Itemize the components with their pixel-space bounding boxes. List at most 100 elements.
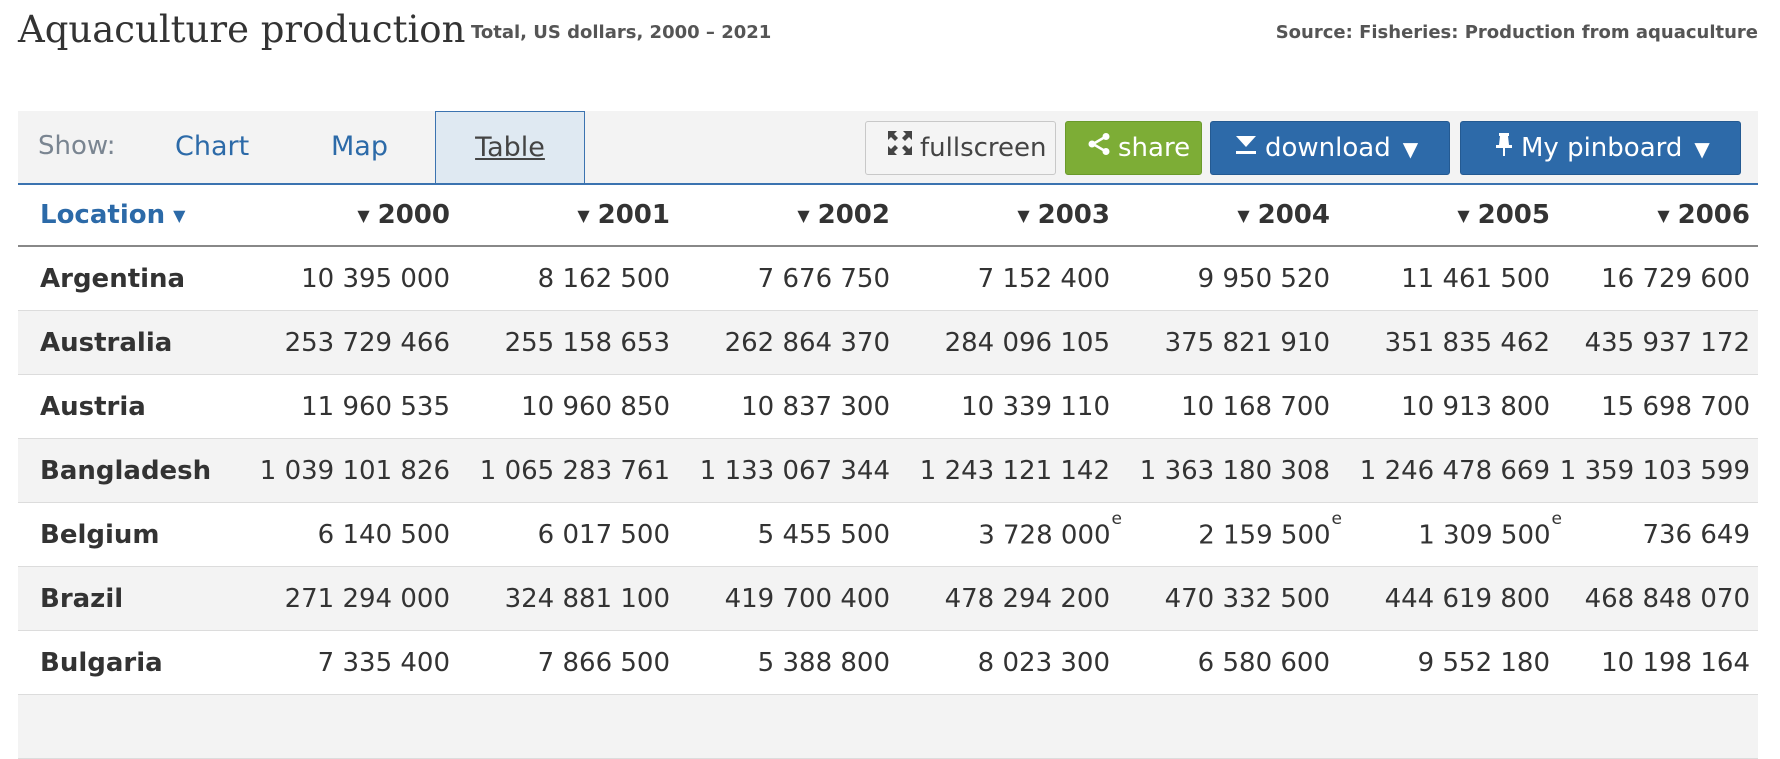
table-cell: 255 158 653 xyxy=(458,310,678,375)
table-row: Bulgaria 7 335 400 7 866 500 5 388 800 8… xyxy=(18,630,1758,695)
column-header-location[interactable]: Location ▼ xyxy=(18,185,238,247)
tab-chart[interactable]: Chart xyxy=(175,131,250,162)
table-cell: 10 395 000 xyxy=(238,246,458,311)
cell-value: 351 835 462 xyxy=(1384,327,1550,358)
cell-value: 468 848 070 xyxy=(1584,583,1750,614)
download-label: download xyxy=(1265,133,1391,163)
country-link[interactable]: Bangladesh xyxy=(18,438,238,503)
table-row: Argentina 10 395 000 8 162 500 7 676 750… xyxy=(18,246,1758,311)
country-link[interactable]: Belgium xyxy=(18,502,238,567)
pinboard-button[interactable]: My pinboard ▼ xyxy=(1460,121,1741,175)
cell-value: 6 140 500 xyxy=(317,519,450,550)
table-cell: 2 159 500e xyxy=(1118,502,1342,567)
column-header-year[interactable]: ▼ 2006 xyxy=(1558,185,1758,247)
table-cell: 468 848 070 xyxy=(1558,566,1758,631)
estimate-flag[interactable]: e xyxy=(1111,508,1122,529)
table-cell-empty xyxy=(1558,694,1758,759)
table-cell: 736 649 xyxy=(1558,502,1758,567)
cell-value: 10 168 700 xyxy=(1181,391,1330,422)
table-cell-empty xyxy=(18,694,238,759)
table-header-row: Location ▼ ▼ 2000 ▼ 2001 ▼ 2002 ▼ 2003 ▼ 2004 … xyxy=(18,185,1758,247)
cell-value: 8 162 500 xyxy=(537,263,670,294)
table-cell: 6 580 600 xyxy=(1118,630,1338,695)
cell-value: 6 580 600 xyxy=(1197,647,1330,678)
country-link[interactable]: Bulgaria xyxy=(18,630,238,695)
table-cell: 9 552 180 xyxy=(1338,630,1558,695)
table-cell: 8 023 300 xyxy=(898,630,1118,695)
sort-arrow-icon: ▼ xyxy=(1017,206,1030,225)
cell-value: 2 159 500 xyxy=(1198,520,1331,551)
share-button[interactable]: share xyxy=(1065,121,1202,175)
column-header-year[interactable]: ▼ 2003 xyxy=(898,185,1118,247)
table-cell: 7 152 400 xyxy=(898,246,1118,311)
table-cell: 435 937 172 xyxy=(1558,310,1758,375)
fullscreen-icon xyxy=(886,123,914,175)
column-header-label: 2002 xyxy=(817,200,890,230)
country-link[interactable]: Brazil xyxy=(18,566,238,631)
estimate-flag[interactable]: e xyxy=(1331,508,1342,529)
share-label: share xyxy=(1118,133,1191,163)
table-row: Austria 11 960 535 10 960 850 10 837 300… xyxy=(18,374,1758,439)
column-header-year[interactable]: ▼ 2002 xyxy=(678,185,898,247)
column-header-label: Location xyxy=(40,200,166,230)
country-link[interactable]: Austria xyxy=(18,374,238,439)
fullscreen-button[interactable]: fullscreen xyxy=(865,121,1056,175)
cell-value: 736 649 xyxy=(1642,519,1750,550)
tab-table[interactable]: Table xyxy=(435,111,585,183)
cell-value: 8 023 300 xyxy=(977,647,1110,678)
table-cell: 253 729 466 xyxy=(238,310,458,375)
download-button[interactable]: download ▼ xyxy=(1210,121,1450,175)
cell-value: 1 363 180 308 xyxy=(1139,455,1330,486)
table-cell: 7 676 750 xyxy=(678,246,898,311)
sort-arrow-icon: ▼ xyxy=(797,206,810,225)
cell-value: 375 821 910 xyxy=(1164,327,1330,358)
column-header-year[interactable]: ▼ 2000 xyxy=(238,185,458,247)
table-cell: 478 294 200 xyxy=(898,566,1118,631)
table-cell: 419 700 400 xyxy=(678,566,898,631)
cell-value: 11 960 535 xyxy=(301,391,450,422)
column-header-label: 2001 xyxy=(597,200,670,230)
column-header-year[interactable]: ▼ 2004 xyxy=(1118,185,1338,247)
cell-value: 15 698 700 xyxy=(1601,391,1750,422)
cell-value: 10 913 800 xyxy=(1401,391,1550,422)
cell-value: 6 017 500 xyxy=(537,519,670,550)
tab-map[interactable]: Map xyxy=(331,131,388,162)
data-table: Location ▼ ▼ 2000 ▼ 2001 ▼ 2002 ▼ 2003 ▼ 2004 … xyxy=(18,185,1758,759)
cell-value: 1 246 478 669 xyxy=(1359,455,1550,486)
cell-value: 478 294 200 xyxy=(944,583,1110,614)
table-cell: 1 039 101 826 xyxy=(238,438,458,503)
table-cell-empty xyxy=(238,694,458,759)
share-icon xyxy=(1086,123,1112,175)
table-cell: 324 881 100 xyxy=(458,566,678,631)
column-header-year[interactable]: ▼ 2001 xyxy=(458,185,678,247)
cell-value: 262 864 370 xyxy=(724,327,890,358)
estimate-flag[interactable]: e xyxy=(1551,508,1562,529)
table-row: Bangladesh 1 039 101 826 1 065 283 761 1… xyxy=(18,438,1758,503)
table-cell: 1 133 067 344 xyxy=(678,438,898,503)
cell-value: 1 133 067 344 xyxy=(699,455,890,486)
country-link[interactable]: Argentina xyxy=(18,246,238,311)
cell-value: 11 461 500 xyxy=(1401,263,1550,294)
table-cell: 1 246 478 669 xyxy=(1338,438,1558,503)
table-cell: 1 309 500e xyxy=(1338,502,1562,567)
sort-arrow-icon: ▼ xyxy=(577,206,590,225)
table-cell: 11 960 535 xyxy=(238,374,458,439)
table-cell: 10 339 110 xyxy=(898,374,1118,439)
country-link[interactable]: Australia xyxy=(18,310,238,375)
column-header-year[interactable]: ▼ 2005 xyxy=(1338,185,1558,247)
table-cell: 10 198 164 xyxy=(1558,630,1758,695)
cell-value: 10 837 300 xyxy=(741,391,890,422)
table-cell-empty xyxy=(898,694,1118,759)
table-cell: 7 866 500 xyxy=(458,630,678,695)
source-link[interactable]: Source: Fisheries: Production from aquac… xyxy=(1275,22,1758,43)
table-cell: 10 913 800 xyxy=(1338,374,1558,439)
table-cell: 7 335 400 xyxy=(238,630,458,695)
table-cell: 5 388 800 xyxy=(678,630,898,695)
cell-value: 9 552 180 xyxy=(1417,647,1550,678)
column-header-label: 2000 xyxy=(377,200,450,230)
table-cell: 284 096 105 xyxy=(898,310,1118,375)
cell-value: 435 937 172 xyxy=(1584,327,1750,358)
table-cell: 9 950 520 xyxy=(1118,246,1338,311)
cell-value: 7 152 400 xyxy=(977,263,1110,294)
cell-value: 419 700 400 xyxy=(724,583,890,614)
